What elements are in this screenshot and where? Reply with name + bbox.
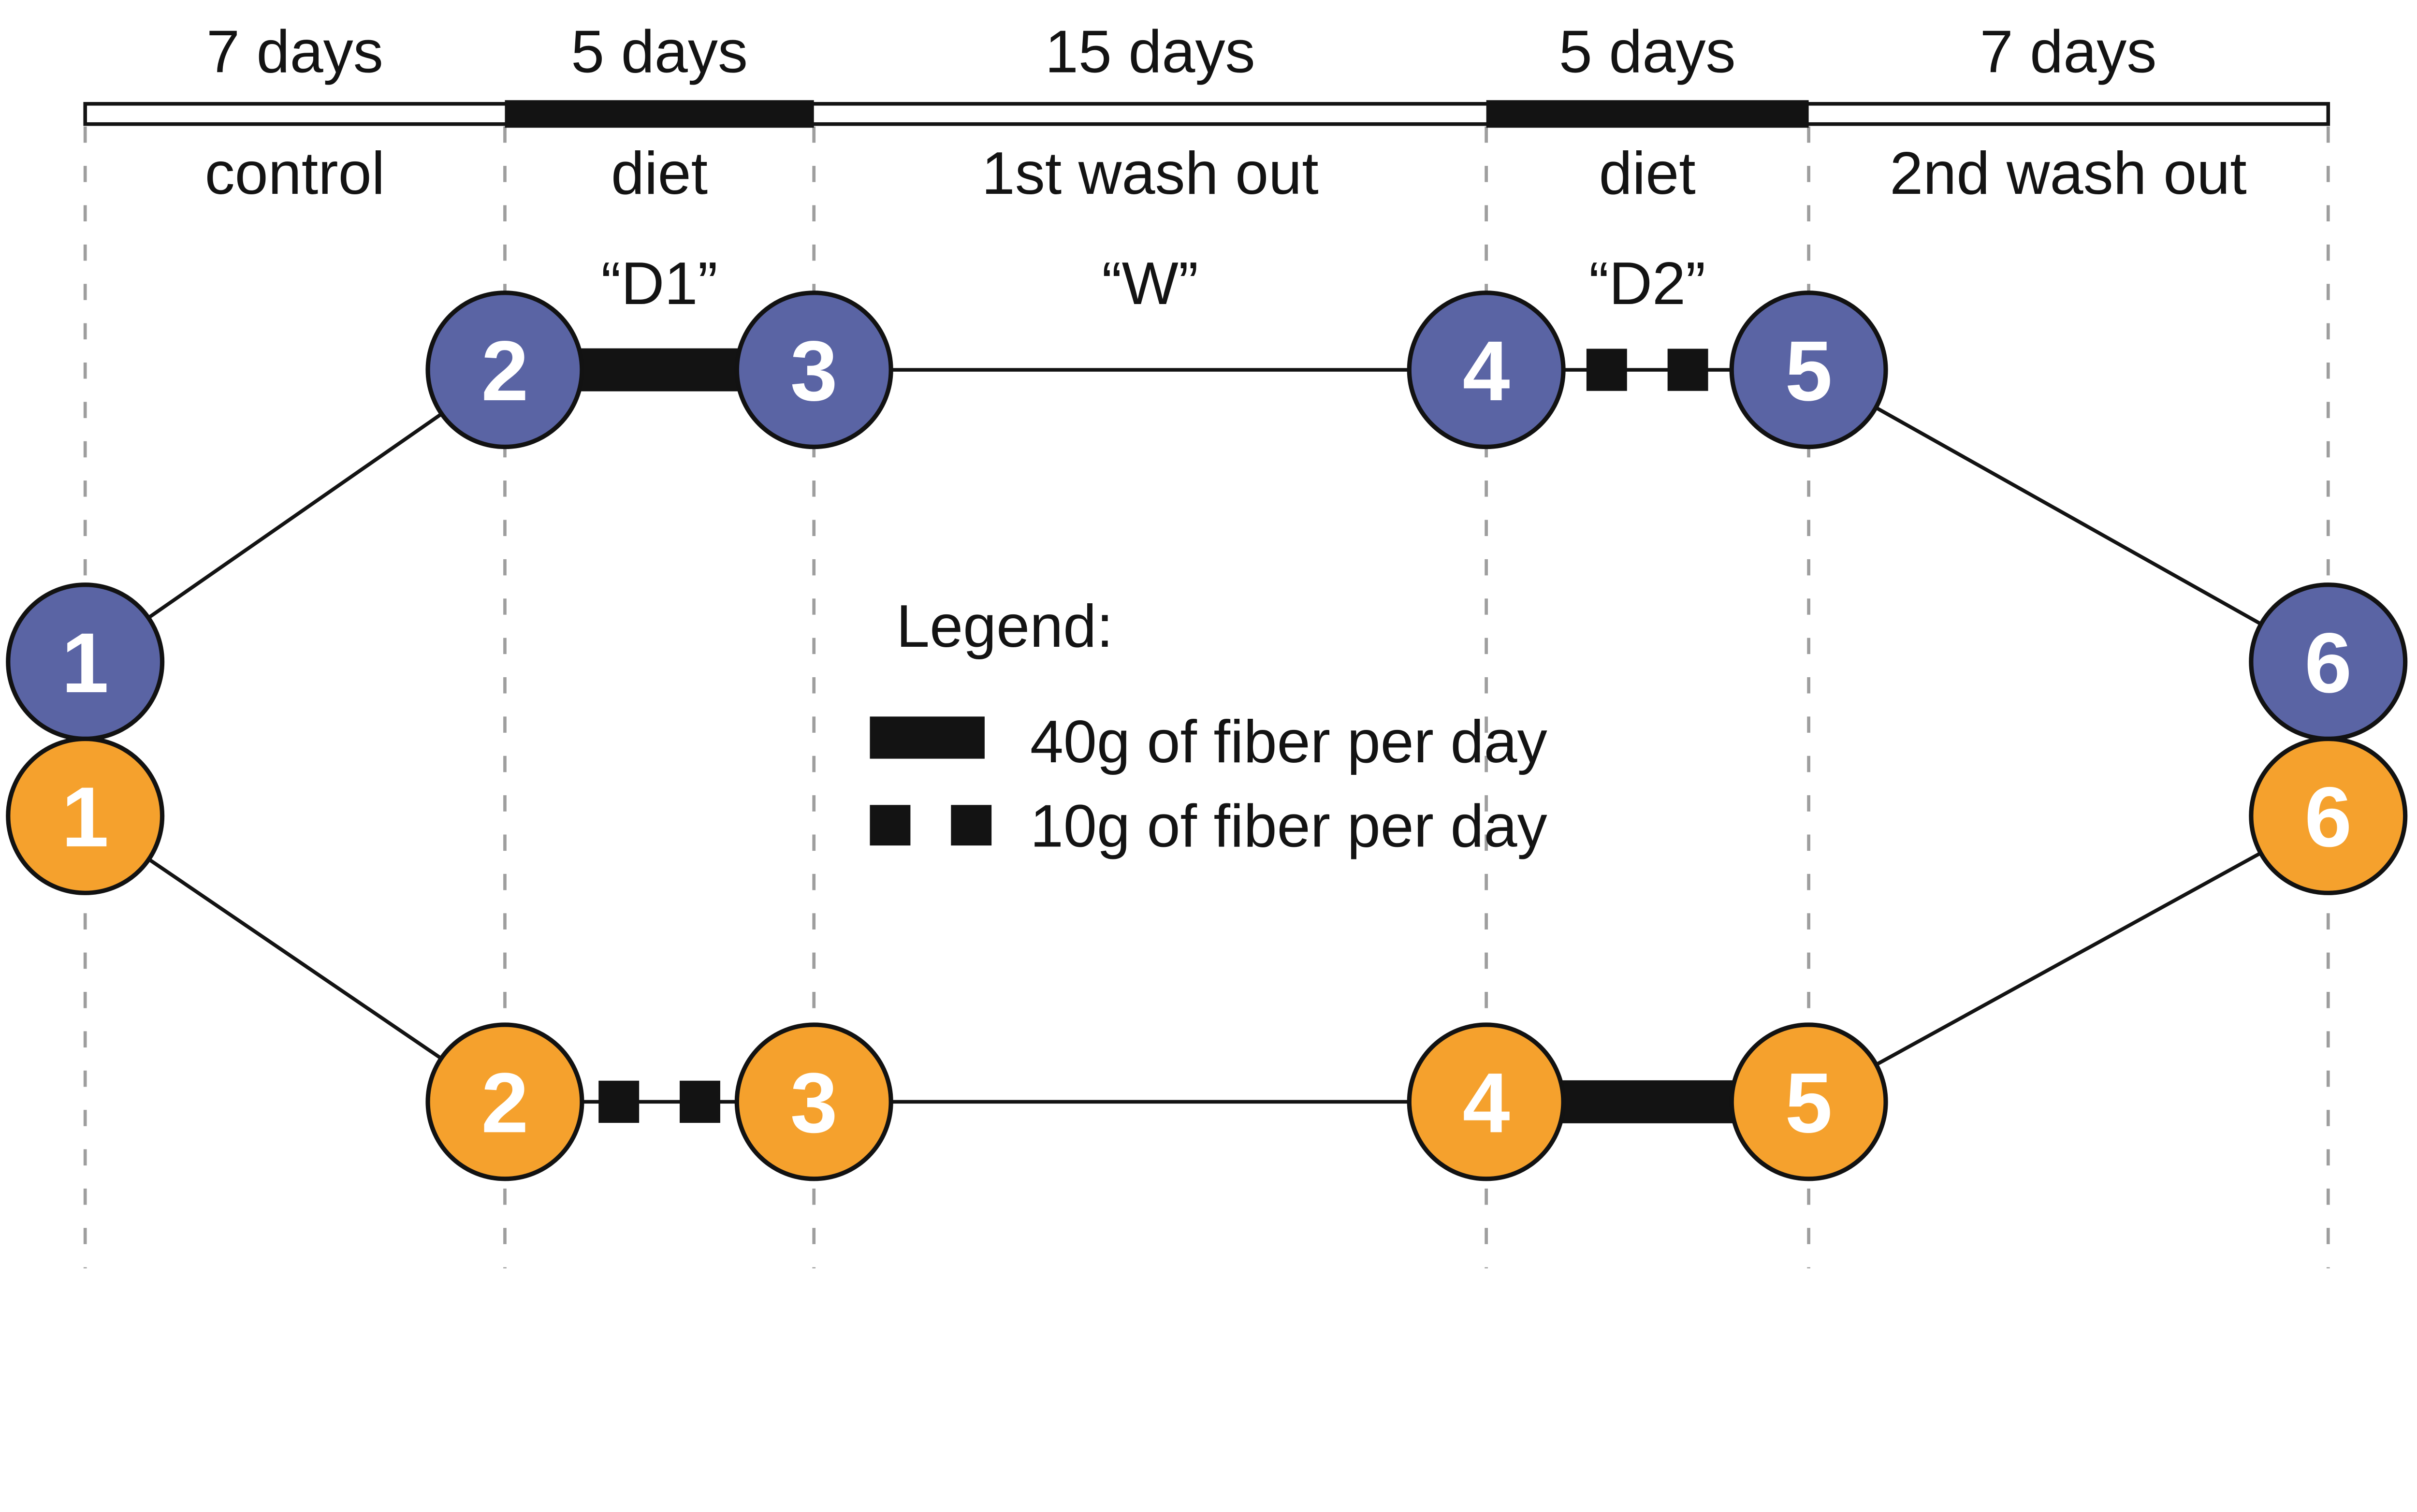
timeline-bar-track [83,102,2330,126]
visit-number-orange-3: 3 [790,1056,838,1150]
code-d1: “D1” [601,250,717,317]
visit-circle-blue-5 [1729,291,1888,450]
legend-swatch-high-fiber [870,716,985,759]
low-fiber-square-blue-a [1586,349,1627,391]
visit-number-orange-6: 6 [2304,770,2352,865]
duration-washout1: 15 days [1045,18,1255,85]
legend-label-high-fiber: 40g of fiber per day [1030,709,1547,775]
edge-orange-1-2 [84,814,506,1104]
timeline-bar [83,100,2330,128]
legend-swatch-low-fiber-b [951,805,992,846]
visit-number-blue-2: 2 [481,324,528,419]
visit-circle-orange-2 [425,1022,584,1181]
legend-swatch-low-fiber-a [870,805,911,846]
low-fiber-square-blue-b [1667,349,1708,391]
visit-circle-blue-2 [425,291,584,450]
visit-circle-orange-6 [2249,736,2408,895]
low-fiber-square-orange-a [598,1080,640,1123]
visit-number-orange-1: 1 [61,770,109,865]
period-code-labels: “D1” “W” “D2” [601,250,1705,317]
study-design-figure: 7 days 5 days 15 days 5 days 7 days cont… [6,18,2408,1269]
phase-labels: control diet 1st wash out diet 2nd wash … [205,140,2247,207]
legend-label-low-fiber: 10g of fiber per day [1030,793,1547,860]
visit-number-blue-1: 1 [61,616,109,711]
duration-diet2: 5 days [1559,18,1736,85]
visit-circle-orange-5 [1729,1022,1888,1181]
duration-diet1: 5 days [571,18,748,85]
code-w: “W” [1102,250,1198,317]
phase-control: control [205,140,385,207]
visit-number-orange-5: 5 [1785,1056,1833,1150]
phase-diet2: diet [1599,140,1696,207]
visit-number-blue-3: 3 [790,324,838,419]
visit-number-blue-4: 4 [1463,324,1510,419]
diet-segment-d1 [505,100,814,128]
visit-circle-blue-3 [734,291,893,450]
legend-title: Legend: [896,593,1113,660]
visit-circle-orange-3 [734,1022,893,1181]
edge-blue-5-6 [1807,368,2330,664]
legend: Legend: 40g of fiber per day 10g of fibe… [870,593,1547,860]
edge-orange-5-6 [1807,814,2330,1104]
visit-circle-orange-4 [1407,1022,1566,1181]
arm-orange: 1 2 3 4 5 6 [6,736,2408,1181]
diet-segment-d2 [1486,100,1809,128]
visit-number-orange-2: 2 [481,1056,528,1150]
code-d2: “D2” [1589,250,1705,317]
phase-diet1: diet [611,140,708,207]
visit-number-blue-6: 6 [2304,616,2352,711]
duration-control: 7 days [206,18,383,85]
edge-blue-1-2 [84,368,506,664]
visit-circle-blue-4 [1407,291,1566,450]
duration-labels: 7 days 5 days 15 days 5 days 7 days [206,18,2156,85]
arm-blue: 1 2 3 4 5 6 [6,291,2408,741]
visit-number-blue-5: 5 [1785,324,1833,419]
phase-washout1: 1st wash out [982,140,1319,207]
section-gridlines [83,126,2330,1269]
study-design-canvas: 7 days 5 days 15 days 5 days 7 days cont… [6,18,2408,1269]
phase-washout2: 2nd wash out [1890,140,2247,207]
visit-circle-orange-1 [6,736,165,895]
low-fiber-square-orange-b [680,1080,720,1123]
duration-washout2: 7 days [1980,18,2157,85]
visit-number-orange-4: 4 [1463,1056,1510,1150]
